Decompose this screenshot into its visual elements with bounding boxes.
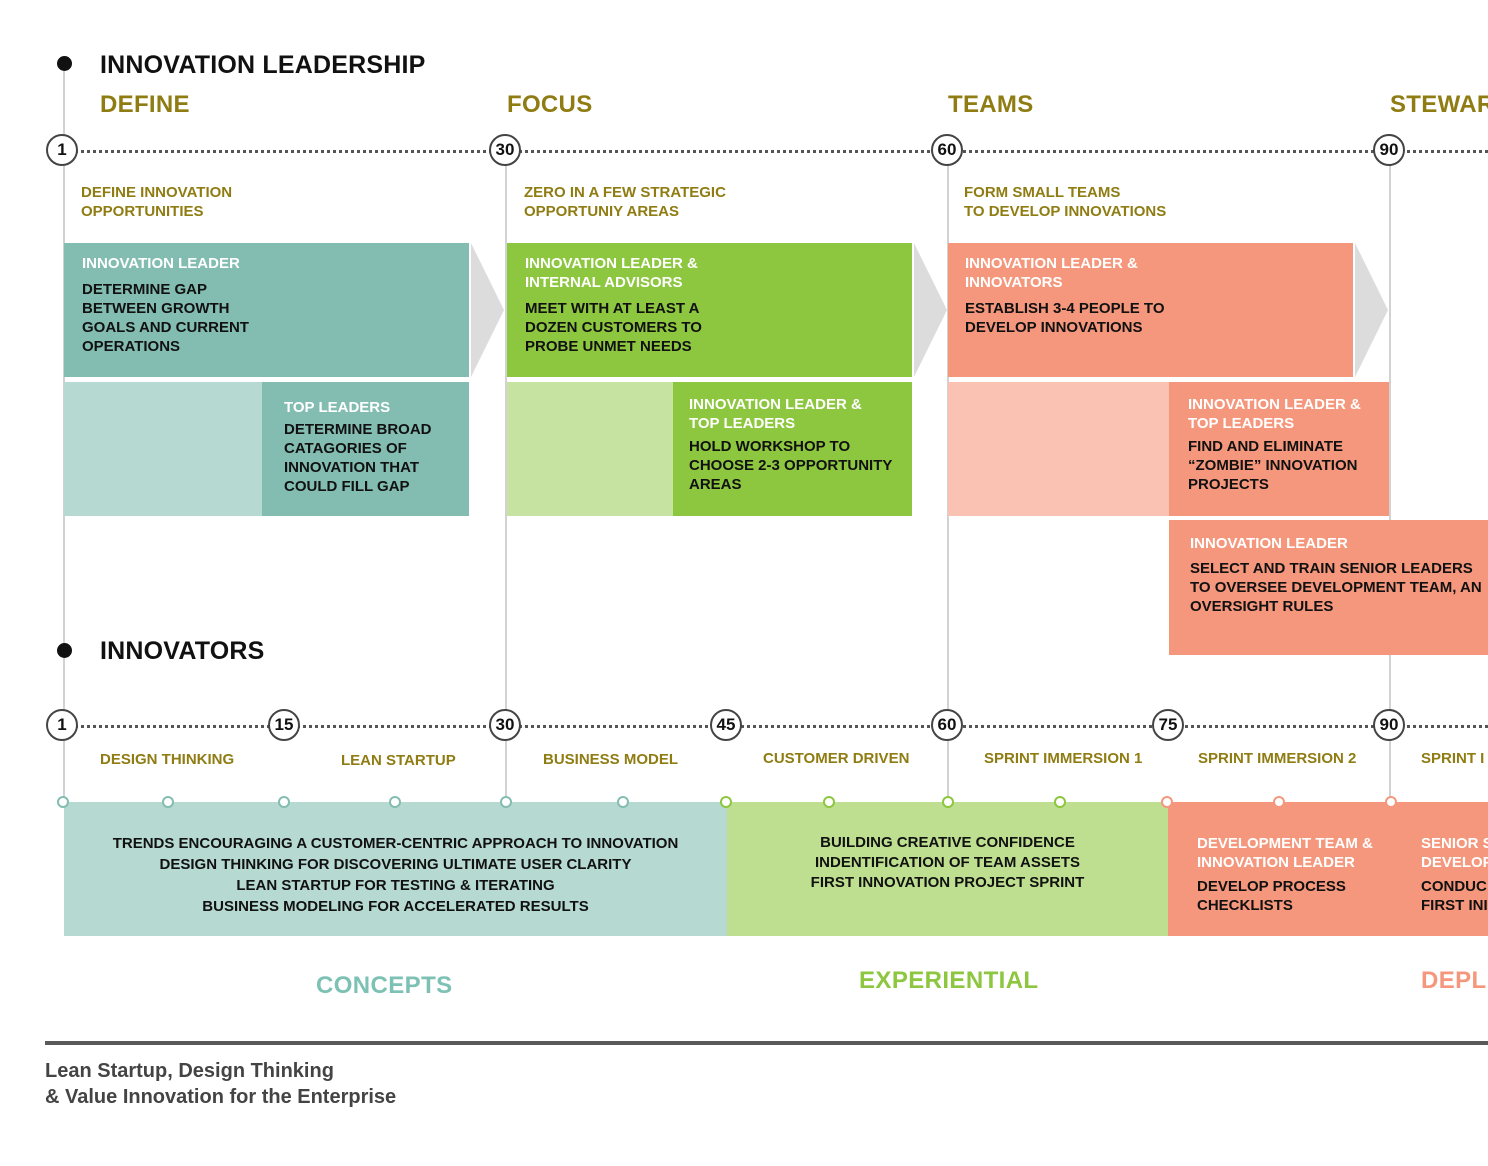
box-role: INNOVATION LEADER — [82, 255, 240, 272]
box-task: DEVELOP PROCESS CHECKLISTS — [1197, 878, 1346, 914]
teams-main-box: INNOVATION LEADER & INNOVATORS ESTABLISH … — [948, 243, 1353, 377]
box-task: ESTABLISH 3-4 PEOPLE TO DEVELOP INNOVATIO… — [965, 300, 1165, 336]
timeline-node — [720, 796, 732, 808]
timeline-node — [1161, 796, 1173, 808]
phase-subtitle: FORM SMALL TEAMS TO DEVELOP INNOVATIONS — [964, 184, 1167, 220]
timeline-dotted — [63, 725, 1488, 728]
day-marker: 90 — [1373, 709, 1405, 741]
chevron-arrow-icon — [471, 243, 504, 377]
box-role: INNOVATION LEADER & INNOVATORS — [965, 255, 1138, 291]
experiential-band — [727, 802, 1168, 936]
define-sub-fill — [64, 382, 262, 516]
phase-focus: FOCUS — [507, 91, 593, 118]
day-marker: 60 — [931, 134, 963, 166]
deploy-label: DEPL — [1421, 967, 1487, 994]
box-role: TOP LEADERS — [284, 399, 391, 416]
box-task: CONDUC FIRST INI — [1421, 878, 1488, 914]
box-role: INNOVATION LEADER & INTERNAL ADVISORS — [525, 255, 698, 291]
day-marker: 75 — [1152, 709, 1184, 741]
box-role: INNOVATION LEADER & TOP LEADERS — [689, 396, 862, 432]
day-marker: 15 — [268, 709, 300, 741]
concepts-label: CONCEPTS — [316, 972, 453, 999]
phase-teams: TEAMS — [948, 91, 1034, 118]
track-label: CUSTOMER DRIVEN — [763, 750, 910, 767]
timeline-node — [389, 796, 401, 808]
track-label: DESIGN THINKING — [100, 751, 235, 768]
phase-define: DEFINE — [100, 91, 190, 118]
day-marker: 45 — [710, 709, 742, 741]
concepts-band — [64, 802, 727, 936]
day-marker: 60 — [931, 709, 963, 741]
track-label: SPRINT I — [1421, 750, 1485, 767]
deploy-col1: DEVELOPMENT TEAM & INNOVATION LEADER DEVE… — [1197, 834, 1407, 915]
section-title-leadership: INNOVATION LEADERSHIP — [100, 51, 426, 79]
chevron-arrow-icon — [1355, 243, 1388, 377]
box-task: DETERMINE GAP BETWEEN GROWTH GOALS AND CU… — [82, 281, 249, 355]
box-role: SENIOR S DEVELOP — [1421, 835, 1488, 871]
track-label: SPRINT IMMERSION 2 — [1198, 750, 1357, 767]
box-role: INNOVATION LEADER & TOP LEADERS — [1188, 396, 1361, 432]
timeline-guide — [1389, 150, 1391, 806]
box-task: MEET WITH AT LEAST A DOZEN CUSTOMERS TO P… — [525, 300, 702, 355]
experiential-text: BUILDING CREATIVE CONFIDENCE INDENTIFICAT… — [810, 834, 1085, 891]
deploy-col2: SENIOR S DEVELOP CONDUC FIRST INI — [1421, 834, 1488, 915]
define-sub-box: TOP LEADERS DETERMINE BROAD CATAGORIES OF… — [262, 382, 469, 516]
timeline-node — [57, 796, 69, 808]
chevron-arrow-icon — [914, 243, 947, 377]
timeline-node — [942, 796, 954, 808]
timeline-node — [823, 796, 835, 808]
track-label: SPRINT IMMERSION 1 — [984, 750, 1143, 767]
timeline-node — [1385, 796, 1397, 808]
box-task: HOLD WORKSHOP TO CHOOSE 2-3 OPPORTUNITY A… — [689, 438, 893, 493]
day-marker: 30 — [489, 709, 521, 741]
teams-sub-fill — [948, 382, 1169, 516]
box-role: DEVELOPMENT TEAM & INNOVATION LEADER — [1197, 835, 1373, 871]
timeline-dotted — [63, 150, 1488, 153]
track-label: BUSINESS MODEL — [543, 751, 679, 768]
section-bullet — [57, 56, 72, 71]
section-title-innovators: INNOVATORS — [100, 637, 265, 665]
focus-sub-fill — [507, 382, 673, 516]
teams-sub-box: INNOVATION LEADER & TOP LEADERS FIND AND … — [1169, 382, 1389, 516]
focus-main-box: INNOVATION LEADER & INTERNAL ADVISORS MEE… — [507, 243, 912, 377]
timeline-node — [278, 796, 290, 808]
timeline-node — [500, 796, 512, 808]
day-marker: 30 — [489, 134, 521, 166]
day-marker: 1 — [46, 134, 78, 166]
box-role: INNOVATION LEADER — [1190, 535, 1348, 552]
box-task: SELECT AND TRAIN SENIOR LEADERS TO OVERSE… — [1190, 560, 1482, 615]
concepts-text: TRENDS ENCOURAGING A CUSTOMER-CENTRIC AP… — [112, 835, 679, 915]
day-marker: 90 — [1373, 134, 1405, 166]
phase-subtitle: DEFINE INNOVATION OPPORTUNITIES — [81, 184, 233, 220]
timeline-guide — [505, 150, 507, 806]
timeline-node — [1273, 796, 1285, 808]
box-task: FIND AND ELIMINATE “ZOMBIE” INNOVATION PR… — [1188, 438, 1358, 493]
timeline-node — [162, 796, 174, 808]
timeline-node — [1054, 796, 1066, 808]
timeline-node — [617, 796, 629, 808]
footer-caption: Lean Startup, Design Thinking & Value Inn… — [45, 1060, 397, 1108]
phase-subtitle: ZERO IN A FEW STRATEGIC OPPORTUNIY AREAS — [524, 184, 726, 220]
day-marker: 1 — [46, 709, 78, 741]
experiential-label: EXPERIENTIAL — [859, 967, 1039, 994]
track-label: LEAN STARTUP — [341, 752, 456, 769]
teams-sub2-box: INNOVATION LEADER SELECT AND TRAIN SENIO… — [1169, 520, 1488, 655]
footer-rule — [45, 1041, 1488, 1045]
box-task: DETERMINE BROAD CATAGORIES OF INNOVATION … — [284, 421, 432, 495]
phase-stewardship: STEWAR — [1390, 91, 1488, 118]
section-bullet — [57, 643, 72, 658]
define-main-box: INNOVATION LEADER DETERMINE GAP BETWEEN G… — [64, 243, 469, 377]
deploy-band — [1168, 802, 1488, 936]
focus-sub-box: INNOVATION LEADER & TOP LEADERS HOLD WORK… — [673, 382, 912, 516]
